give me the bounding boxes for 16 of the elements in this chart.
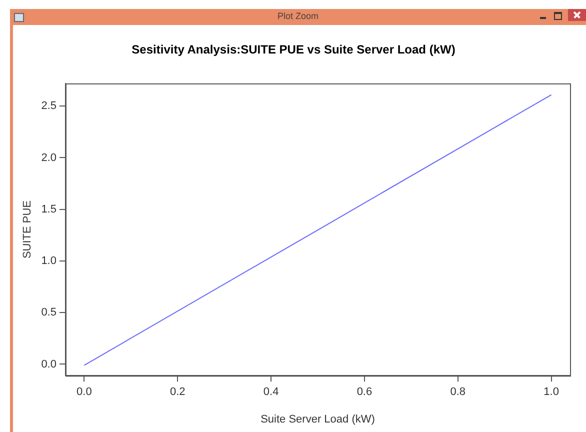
y-tick-label: 0.0	[41, 358, 56, 370]
x-tick-label: 0.2	[170, 386, 186, 398]
y-tick-label: 1.5	[41, 203, 56, 216]
chart-title: Sesitivity Analysis:SUITE PUE vs Suite Server Load (kW)	[132, 42, 456, 57]
x-tick-label: 1.0	[544, 386, 559, 398]
y-axis-title: SUITE PUE	[22, 200, 34, 259]
x-tick-label: 0.8	[450, 386, 466, 398]
x-axis-title: Suite Server Load (kW)	[260, 413, 375, 426]
x-tick-label: 0.4	[263, 386, 279, 398]
x-tick-label: 0.6	[356, 386, 372, 398]
y-tick-label: 2.5	[41, 100, 56, 112]
y-tick-label: 1.0	[41, 255, 56, 268]
x-tick-label: 0.0	[76, 386, 92, 398]
y-tick-label: 0.5	[41, 306, 56, 319]
y-tick-label: 2.0	[41, 152, 56, 164]
text: Plot Zoom	[276, 11, 320, 21]
